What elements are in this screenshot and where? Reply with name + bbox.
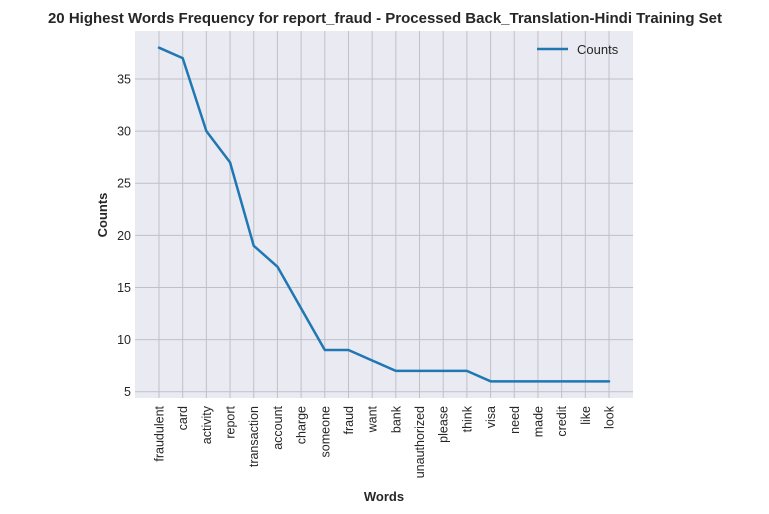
- x-tick-label: card: [176, 406, 190, 430]
- y-tick-label: 20: [117, 229, 131, 243]
- x-tick-label: fraudulent: [153, 405, 167, 461]
- legend-label: Counts: [577, 42, 619, 57]
- x-tick-label: like: [579, 406, 593, 425]
- x-tick-label: made: [531, 406, 545, 437]
- y-tick-label: 5: [124, 385, 131, 399]
- chart-title: 20 Highest Words Frequency for report_fr…: [48, 10, 722, 27]
- x-axis-label: Words: [364, 489, 404, 504]
- y-tick-label: 30: [117, 125, 131, 139]
- x-tick-label: activity: [200, 405, 214, 444]
- x-axis-ticks: fraudulent card activity report transaction a…: [153, 405, 617, 478]
- x-tick-label: account: [271, 405, 285, 449]
- x-tick-label: credit: [555, 405, 569, 436]
- series-line-counts: [157, 46, 611, 383]
- plot-area: [135, 31, 633, 398]
- x-tick-label: bank: [389, 405, 403, 433]
- x-tick-label: want: [366, 405, 380, 433]
- x-tick-label: need: [508, 406, 522, 434]
- x-tick-label: think: [460, 405, 474, 432]
- x-tick-label: look: [603, 405, 617, 429]
- x-tick-label: unauthorized: [413, 406, 427, 478]
- y-axis-ticks: 5 10 15 20 25 30 35: [117, 72, 131, 399]
- x-tick-label: report: [224, 405, 238, 438]
- legend: Counts: [537, 42, 619, 57]
- y-tick-label: 10: [117, 333, 131, 347]
- y-tick-label: 35: [117, 72, 131, 86]
- y-axis-label: Counts: [95, 193, 110, 238]
- x-tick-label: please: [437, 406, 451, 443]
- x-tick-label: fraud: [342, 406, 356, 435]
- y-tick-label: 15: [117, 281, 131, 295]
- x-tick-label: transaction: [247, 406, 261, 467]
- grid-lines: [135, 31, 633, 398]
- x-tick-label: someone: [318, 406, 332, 457]
- y-tick-label: 25: [117, 177, 131, 191]
- x-tick-label: visa: [484, 406, 498, 428]
- x-tick-label: charge: [295, 406, 309, 444]
